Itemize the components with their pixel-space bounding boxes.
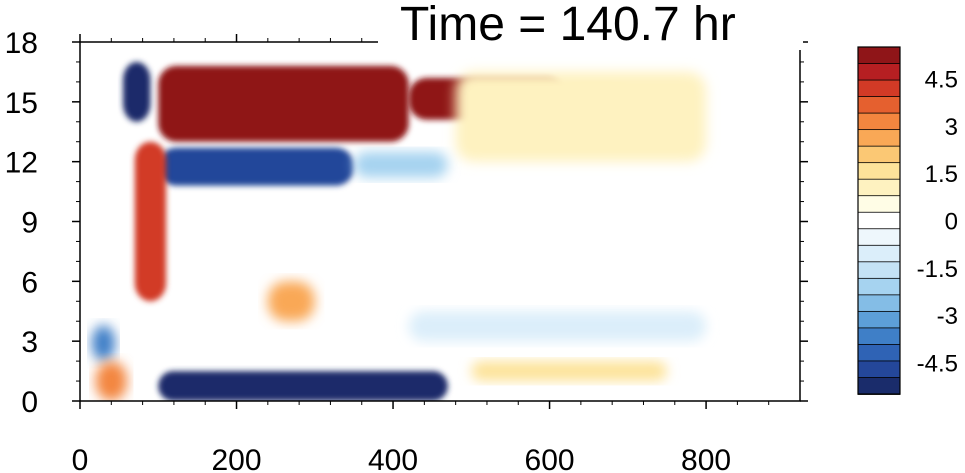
y-tick-label: 15 [5,87,38,120]
field-patch [91,325,116,362]
colorbar-swatch [857,310,901,329]
x-tick-label: 0 [72,444,89,473]
colorbar-swatch [857,162,901,181]
field-patch [353,151,448,178]
colorbar-swatch [857,277,901,296]
colorbar-swatch [857,228,901,247]
colorbar-swatch [857,112,901,131]
colorbar-swatch [857,261,901,280]
colorbar-swatch [857,195,901,214]
field-patch [95,361,127,401]
colorbar: 4.5 3 1.5 0 -1.5 -3 -4.5 [857,46,958,395]
colorbar-swatch [857,129,901,148]
field-patch [123,61,151,122]
field-patch [134,141,167,302]
colorbar-swatch [857,211,901,230]
x-tick-label: 200 [211,444,261,473]
field-patch [471,361,667,382]
chart-title: Time = 140.7 hr [400,0,736,51]
field-patch [408,311,707,342]
colorbar-swatch [857,344,901,362]
colorbar-label: -3 [937,303,958,330]
colorbar-label: 4.5 [925,67,958,94]
heatmap-field [91,61,707,401]
colorbar-swatch [857,46,901,65]
field-patch [455,71,707,162]
x-tick-label: 400 [368,444,418,473]
field-patch [158,65,409,142]
colorbar-swatch [857,63,901,81]
colorbar-swatch [857,327,901,346]
colorbar-swatch [857,244,901,263]
colorbar-swatch [857,360,901,379]
y-tick-label: 3 [21,326,38,359]
colorbar-swatch [857,178,901,197]
y-tick-label: 18 [5,27,38,60]
colorbar-label: 3 [945,114,958,141]
colorbar-label: 0 [945,209,958,236]
colorbar-label: 1.5 [925,161,958,188]
x-tick-label: 600 [525,444,575,473]
field-patch [158,371,448,401]
title-background [378,0,803,50]
y-tick-label: 6 [21,266,38,299]
colorbar-swatch [857,79,901,98]
colorbar-frame [857,46,901,395]
y-tick-label: 0 [21,386,38,419]
colorbar-label: -1.5 [917,256,958,283]
colorbar-swatch [857,377,901,395]
colorbar-swatch [857,96,901,114]
y-tick-label: 9 [21,207,38,240]
field-patch [158,147,354,186]
field-patch [267,281,315,322]
x-tick-label: 800 [681,444,731,473]
colorbar-swatch [857,145,901,164]
y-tick-label: 12 [5,147,38,180]
colorbar-label: -4.5 [917,350,958,377]
colorbar-swatch [857,294,901,313]
axis-ticks: 0 200 400 600 800 0 3 6 9 12 15 18 [5,27,808,473]
